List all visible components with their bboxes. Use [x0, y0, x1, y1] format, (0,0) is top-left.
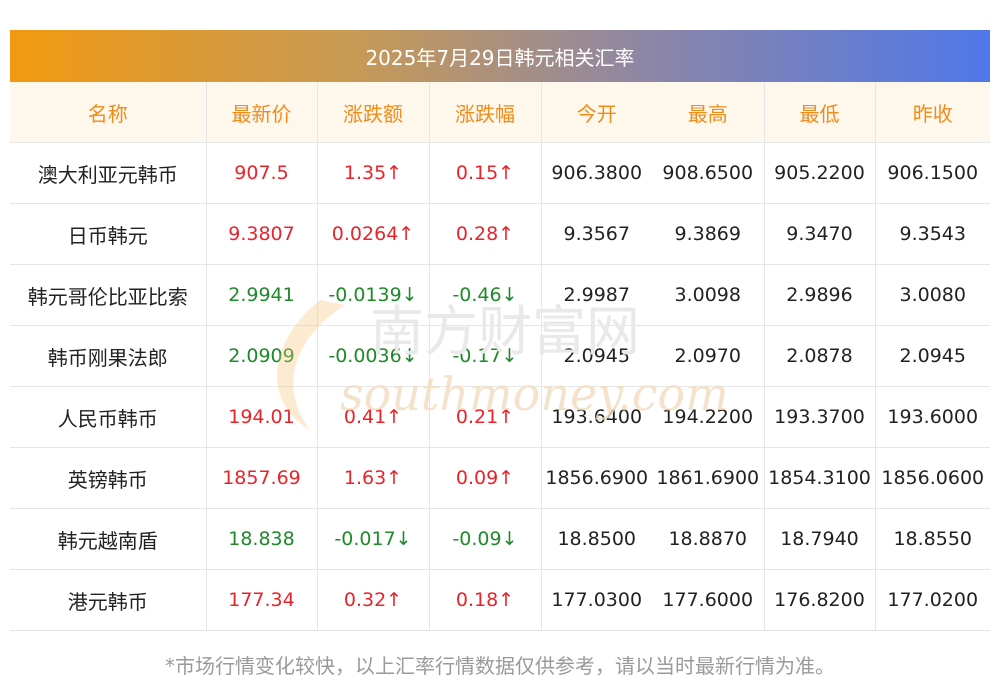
prev-cell: 18.8550 [875, 508, 990, 570]
currency-pair-name: 韩元越南盾 [10, 508, 207, 570]
table-title: 2025年7月29日韩元相关汇率 [10, 30, 990, 82]
open-cell: 177.0300 [541, 569, 652, 631]
latest-cell: 194.01 [206, 386, 318, 448]
table-row: 韩币刚果法郎 2.0909 -0.0036↓ -0.17↓ 2.0945 2.0970 2.… [10, 325, 990, 387]
currency-pair-name: 英镑韩币 [10, 447, 207, 509]
col-header-open: 今开 [541, 82, 652, 143]
pct-cell: -0.17↓ [429, 325, 542, 387]
change-cell: -0.0036↓ [317, 325, 430, 387]
currency-pair-name: 澳大利亚元韩币 [10, 142, 207, 204]
high-cell: 3.0098 [652, 264, 765, 326]
high-cell: 194.2200 [652, 386, 765, 448]
table-row: 港元韩币 177.34 0.32↑ 0.18↑ 177.0300 177.6000 176.… [10, 569, 990, 631]
latest-cell: 177.34 [206, 569, 318, 631]
change-cell: 1.35↑ [317, 142, 430, 204]
prev-cell: 1856.0600 [875, 447, 990, 509]
open-cell: 2.0945 [541, 325, 652, 387]
latest-cell: 1857.69 [206, 447, 318, 509]
table-row: 英镑韩币 1857.69 1.63↑ 0.09↑ 1856.6900 1861.6900 1… [10, 447, 990, 509]
open-cell: 1856.6900 [541, 447, 652, 509]
change-cell: 0.0264↑ [317, 203, 430, 265]
open-cell: 9.3567 [541, 203, 652, 265]
latest-cell: 2.9941 [206, 264, 318, 326]
change-cell: 1.63↑ [317, 447, 430, 509]
col-header-pct: 涨跌幅 [429, 82, 542, 143]
col-header-latest: 最新价 [206, 82, 318, 143]
low-cell: 176.8200 [764, 569, 876, 631]
footnote: *市场行情变化较快，以上汇率行情数据仅供参考，请以当时最新行情为准。 [165, 654, 835, 678]
col-header-low: 最低 [764, 82, 876, 143]
high-cell: 2.0970 [652, 325, 765, 387]
pct-cell: 0.09↑ [429, 447, 542, 509]
latest-cell: 18.838 [206, 508, 318, 570]
low-cell: 905.2200 [764, 142, 876, 204]
prev-cell: 193.6000 [875, 386, 990, 448]
table-row: 韩元哥伦比亚比索 2.9941 -0.0139↓ -0.46↓ 2.9987 3.0098… [10, 264, 990, 326]
latest-cell: 907.5 [206, 142, 318, 204]
pct-cell: -0.09↓ [429, 508, 542, 570]
rate-table-card: 2025年7月29日韩元相关汇率 名称 最新价 涨跌额 涨跌幅 今开 最高 最低… [10, 30, 990, 631]
low-cell: 193.3700 [764, 386, 876, 448]
col-header-prev: 昨收 [875, 82, 990, 143]
pct-cell: 0.18↑ [429, 569, 542, 631]
high-cell: 9.3869 [652, 203, 765, 265]
currency-pair-name: 韩元哥伦比亚比索 [10, 264, 207, 326]
low-cell: 2.0878 [764, 325, 876, 387]
currency-pair-name: 日币韩元 [10, 203, 207, 265]
low-cell: 2.9896 [764, 264, 876, 326]
low-cell: 1854.3100 [764, 447, 876, 509]
currency-pair-name: 人民币韩币 [10, 386, 207, 448]
prev-cell: 9.3543 [875, 203, 990, 265]
prev-cell: 906.1500 [875, 142, 990, 204]
currency-pair-name: 港元韩币 [10, 569, 207, 631]
col-header-change: 涨跌额 [317, 82, 430, 143]
currency-pair-name: 韩币刚果法郎 [10, 325, 207, 387]
pct-cell: -0.46↓ [429, 264, 542, 326]
col-header-high: 最高 [652, 82, 765, 143]
low-cell: 18.7940 [764, 508, 876, 570]
table-header-row: 名称 最新价 涨跌额 涨跌幅 今开 最高 最低 昨收 [10, 82, 990, 143]
open-cell: 2.9987 [541, 264, 652, 326]
prev-cell: 3.0080 [875, 264, 990, 326]
rate-table: 名称 最新价 涨跌额 涨跌幅 今开 最高 最低 昨收 澳大利亚元韩币 907.5 1… [10, 82, 990, 631]
change-cell: 0.32↑ [317, 569, 430, 631]
table-row: 人民币韩币 194.01 0.41↑ 0.21↑ 193.6400 194.2200 193… [10, 386, 990, 448]
prev-cell: 2.0945 [875, 325, 990, 387]
table-row: 日币韩元 9.3807 0.0264↑ 0.28↑ 9.3567 9.3869 9.3470… [10, 203, 990, 265]
high-cell: 908.6500 [652, 142, 765, 204]
open-cell: 193.6400 [541, 386, 652, 448]
latest-cell: 9.3807 [206, 203, 318, 265]
low-cell: 9.3470 [764, 203, 876, 265]
col-header-name: 名称 [10, 82, 207, 143]
high-cell: 1861.6900 [652, 447, 765, 509]
change-cell: -0.017↓ [317, 508, 430, 570]
prev-cell: 177.0200 [875, 569, 990, 631]
high-cell: 177.6000 [652, 569, 765, 631]
open-cell: 906.3800 [541, 142, 652, 204]
open-cell: 18.8500 [541, 508, 652, 570]
table-row: 澳大利亚元韩币 907.5 1.35↑ 0.15↑ 906.3800 908.6500 90… [10, 142, 990, 204]
change-cell: 0.41↑ [317, 386, 430, 448]
table-row: 韩元越南盾 18.838 -0.017↓ -0.09↓ 18.8500 18.8870 18… [10, 508, 990, 570]
pct-cell: 0.28↑ [429, 203, 542, 265]
latest-cell: 2.0909 [206, 325, 318, 387]
pct-cell: 0.21↑ [429, 386, 542, 448]
high-cell: 18.8870 [652, 508, 765, 570]
pct-cell: 0.15↑ [429, 142, 542, 204]
change-cell: -0.0139↓ [317, 264, 430, 326]
